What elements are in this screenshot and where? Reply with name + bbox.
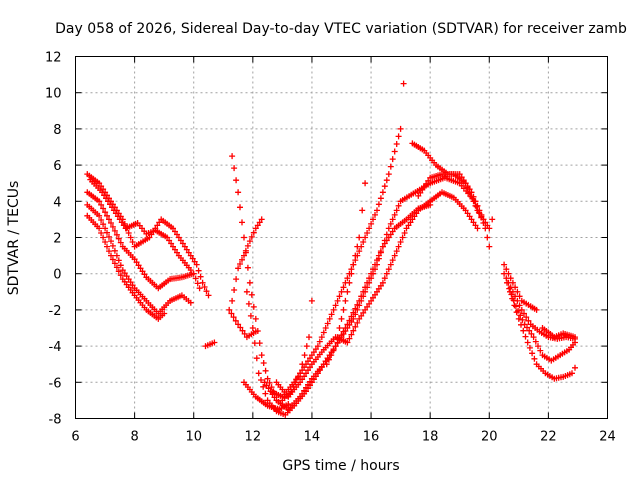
x-tick-label: 10 [185, 430, 202, 445]
y-tick-label: -6 [49, 376, 62, 391]
y-tick-labels: -8 -6 -4 -2 0 2 4 6 8 10 12 [45, 51, 62, 428]
plus-marker-trace [507, 288, 578, 382]
grid [75, 56, 608, 419]
plus-marker-trace [504, 279, 578, 364]
x-tick-label: 8 [130, 430, 138, 445]
y-tick-label: 12 [45, 51, 62, 66]
y-tick-label: 0 [53, 268, 61, 283]
satellite-track-6 [202, 339, 218, 350]
plus-marker-trace [261, 201, 434, 413]
plus-marker-trace [84, 189, 203, 292]
satellite-track-16 [323, 180, 369, 368]
plus-marker-trace [273, 189, 481, 400]
plus-marker-trace [279, 297, 315, 404]
satellite-track-2 [84, 189, 203, 292]
y-tick-label: 2 [53, 232, 61, 247]
plus-marker-trace [226, 306, 259, 341]
axes-ticks [75, 56, 608, 419]
x-tick-label: 24 [599, 430, 616, 445]
plus-marker-trace [87, 176, 194, 274]
y-tick-label: 4 [53, 195, 61, 210]
x-tick-label: 12 [245, 430, 262, 445]
satellite-track-9 [226, 306, 259, 341]
satellite-track-5 [87, 176, 194, 274]
satellite-track-11 [243, 174, 487, 418]
plus-marker-trace [415, 171, 496, 232]
x-tick-label: 22 [540, 430, 557, 445]
x-axis-label: GPS time / hours [282, 458, 399, 474]
chart-title: Day 058 of 2026, Sidereal Day-to-day VTE… [55, 21, 627, 37]
y-tick-label: -2 [49, 304, 62, 319]
x-tick-labels: 6 8 10 12 14 16 18 20 22 24 [71, 430, 615, 445]
plus-marker-trace [501, 261, 540, 313]
y-tick-label: 6 [53, 159, 61, 174]
satellite-track-22 [507, 288, 578, 382]
satellite-track-15 [279, 297, 315, 404]
satellite-track-4 [84, 212, 168, 322]
satellite-track-18 [415, 171, 496, 232]
plus-marker-trace [229, 216, 265, 304]
x-tick-label: 16 [363, 430, 380, 445]
satellite-track-19 [501, 261, 540, 313]
satellite-track-21 [504, 279, 578, 364]
y-tick-label: -4 [49, 340, 62, 355]
satellite-track-3 [84, 201, 194, 317]
y-tick-label: 8 [53, 123, 61, 138]
satellite-track-23 [539, 325, 578, 341]
y-tick-label: 10 [45, 87, 62, 102]
y-axis-label: SDTVAR / TECUs [6, 181, 22, 296]
satellite-track-12 [261, 201, 434, 413]
plus-marker-trace [202, 339, 218, 350]
x-tick-label: 6 [71, 430, 79, 445]
plus-marker-trace [243, 174, 487, 418]
x-tick-label: 18 [422, 430, 439, 445]
plus-marker-trace [539, 325, 578, 341]
plus-marker-trace [84, 212, 168, 322]
y-tick-label: -8 [49, 413, 62, 428]
plus-marker-trace [323, 180, 369, 368]
plus-marker-trace [84, 201, 194, 317]
x-tick-label: 20 [481, 430, 498, 445]
plot-area [84, 80, 578, 418]
satellite-track-8 [229, 216, 265, 304]
x-tick-label: 14 [304, 430, 321, 445]
satellite-track-13 [273, 189, 481, 400]
